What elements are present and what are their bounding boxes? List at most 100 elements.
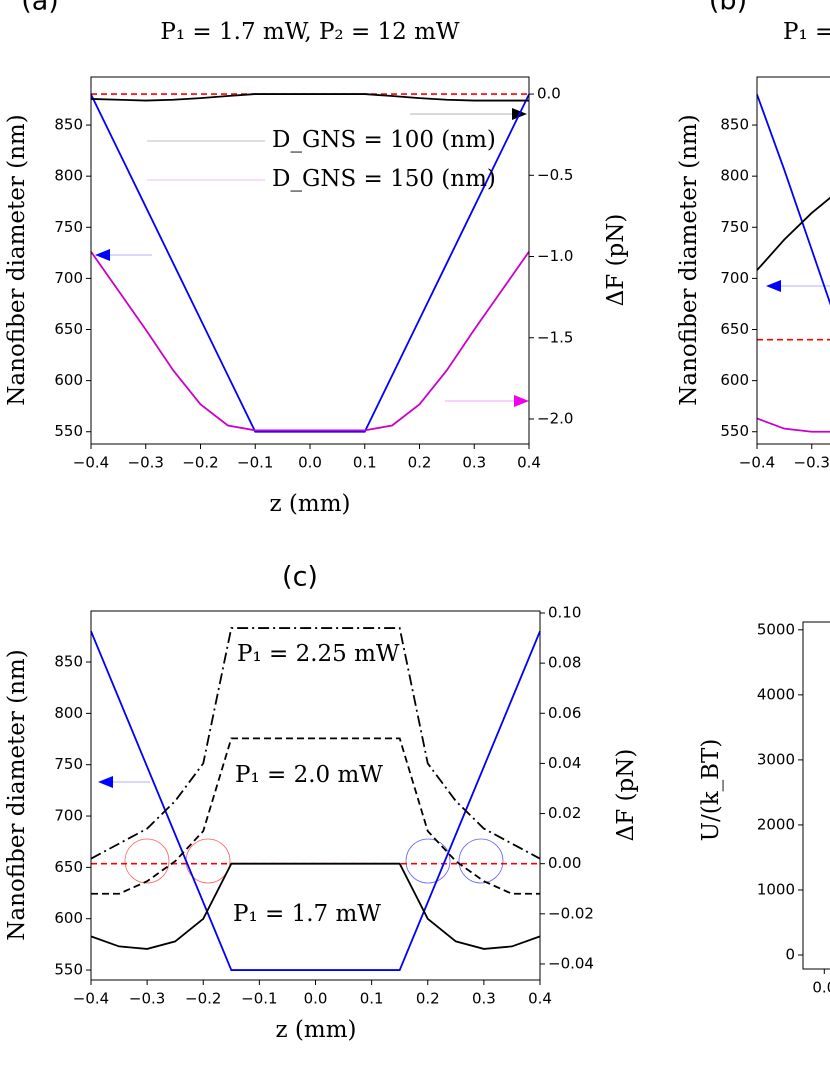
annotation: P₁ = 1.7 mW: [233, 901, 381, 927]
legend-label: D_GNS = 150 (nm): [272, 166, 496, 192]
panel-label: (a): [21, 0, 59, 17]
x-tick-label: 0.0: [304, 990, 328, 1008]
series-line: [756, 196, 830, 271]
y-tick-label: 650: [54, 320, 83, 338]
y-tick-label: 800: [54, 167, 83, 185]
y2-tick-label: 0.00: [548, 854, 581, 872]
y-tick-label: 700: [54, 807, 83, 825]
series-line: [756, 94, 830, 306]
x-tick-label: 0.3: [472, 990, 496, 1008]
y-tick-label: 700: [54, 269, 83, 287]
y-tick-label: 0: [785, 946, 795, 964]
x-tick-label: 0.1: [360, 990, 384, 1008]
y2-tick-label: −1.0: [537, 247, 573, 265]
plot-frame: [90, 610, 541, 981]
series-line: [90, 630, 541, 971]
y2-tick-label: 0.06: [548, 704, 581, 722]
series-line: [91, 737, 540, 895]
panel-1: −0.4 −0.3 550 600 650 700 750 800 850 (b) P₁ = Nano…: [676, 0, 830, 472]
y-tick-label: 5000: [757, 620, 795, 638]
annotation: P₁ = 2.25 mW: [237, 641, 400, 667]
x-tick-label: −0.2: [182, 454, 218, 472]
series-line: [90, 251, 530, 432]
y-tick-label: 800: [720, 167, 749, 185]
y-tick-label: 2000: [757, 815, 795, 833]
y2-axis-label: ΔF (pN): [603, 214, 629, 307]
y2-tick-label: −0.02: [548, 904, 594, 922]
y-tick-label: 750: [720, 218, 749, 236]
y-tick-label: 600: [54, 909, 83, 927]
y-tick-label: 750: [54, 755, 83, 773]
y2-tick-label: 0.0: [537, 85, 561, 103]
y-tick-label: 600: [720, 371, 749, 389]
series-line: [756, 417, 830, 433]
series-line: [90, 862, 541, 950]
y-tick-label: 3000: [757, 750, 795, 768]
y-tick-label: 1000: [757, 880, 795, 898]
chart-title: P₁ = 1.7 mW, P₂ = 12 mW: [160, 19, 460, 45]
y2-tick-label: −2.0: [537, 409, 573, 427]
x-axis-label: z (mm): [276, 1017, 357, 1043]
y-tick-label: 550: [54, 961, 83, 979]
y-tick-label: 850: [720, 116, 749, 134]
series-line: [90, 93, 529, 102]
y-axis-label: Nanofiber diameter (nm): [676, 114, 702, 405]
y2-tick-label: 0.10: [548, 604, 581, 622]
x-tick-label: −0.2: [185, 990, 221, 1008]
panel-2: −0.4 −0.3 −0.2 −0.1 0.0 0.1 0.2 0.3 0.4 550 600 650…: [4, 562, 639, 1044]
y-tick-label: 850: [54, 653, 83, 671]
x-tick-label: −0.4: [73, 990, 109, 1008]
y2-tick-label: 0.08: [548, 654, 581, 672]
x-tick-label: −0.1: [241, 990, 277, 1008]
panel-label: (c): [282, 562, 318, 593]
y2-tick-label: −0.04: [548, 954, 594, 972]
y-tick-label: 4000: [757, 685, 795, 703]
y-tick-label: 550: [54, 422, 83, 440]
x-tick-label: 0.1: [353, 454, 377, 472]
y2-tick-label: 0.04: [548, 754, 581, 772]
y-tick-label: 750: [54, 218, 83, 236]
x-tick-label: 0.0: [298, 454, 322, 472]
y2-tick-label: 0.02: [548, 804, 581, 822]
panel-label: (b): [709, 0, 747, 17]
y-tick-label: 650: [54, 858, 83, 876]
x-tick-label: −0.3: [128, 454, 164, 472]
x-tick-label: −0.1: [237, 454, 273, 472]
plot-frame: [756, 76, 830, 445]
y2-axis-label: ΔF (pN): [613, 749, 639, 842]
x-tick-label: −0.4: [739, 454, 775, 472]
series-line: [90, 627, 541, 860]
plot-frame: [802, 621, 830, 970]
markers: [124, 838, 504, 884]
y-tick-label: 550: [720, 422, 749, 440]
y-axis-label: Nanofiber diameter (nm): [4, 649, 30, 940]
y-tick-label: 600: [54, 371, 83, 389]
x-tick-label: −0.3: [129, 990, 165, 1008]
x-tick-label: 0.2: [408, 454, 432, 472]
y2-tick-label: −0.5: [537, 166, 573, 184]
arrows: [95, 108, 830, 788]
plot-frame: [90, 76, 530, 445]
x-tick-label: 0.4: [528, 990, 552, 1008]
panel-0: −0.4 −0.3 −0.2 −0.1 0.0 0.1 0.2 0.3 0.4 550 600 650…: [4, 0, 629, 517]
x-tick-label: −0.3: [794, 454, 830, 472]
x-tick-label: 0.2: [416, 990, 440, 1008]
y-tick-label: 800: [54, 704, 83, 722]
chart-title: P₁ =: [783, 19, 830, 45]
x-tick-label: 0.0: [812, 979, 830, 997]
panel-3: 0.0 0 1000 2000 3000 4000 5000 U/(k_BT): [698, 620, 830, 997]
x-tick-label: 0.4: [517, 454, 541, 472]
x-axis-label: z (mm): [270, 491, 351, 517]
y-axis-label: Nanofiber diameter (nm): [4, 114, 30, 405]
y-tick-label: 700: [720, 269, 749, 287]
annotation: P₁ = 2.0 mW: [235, 762, 383, 788]
x-tick-label: −0.4: [73, 454, 109, 472]
y-tick-label: 850: [54, 116, 83, 134]
legend-label: D_GNS = 100 (nm): [272, 127, 496, 153]
series-line: [90, 93, 530, 433]
x-tick-label: 0.3: [462, 454, 486, 472]
y-tick-label: 650: [720, 320, 749, 338]
y2-tick-label: −1.5: [537, 328, 573, 346]
y-axis-label: U/(k_BT): [698, 739, 724, 842]
